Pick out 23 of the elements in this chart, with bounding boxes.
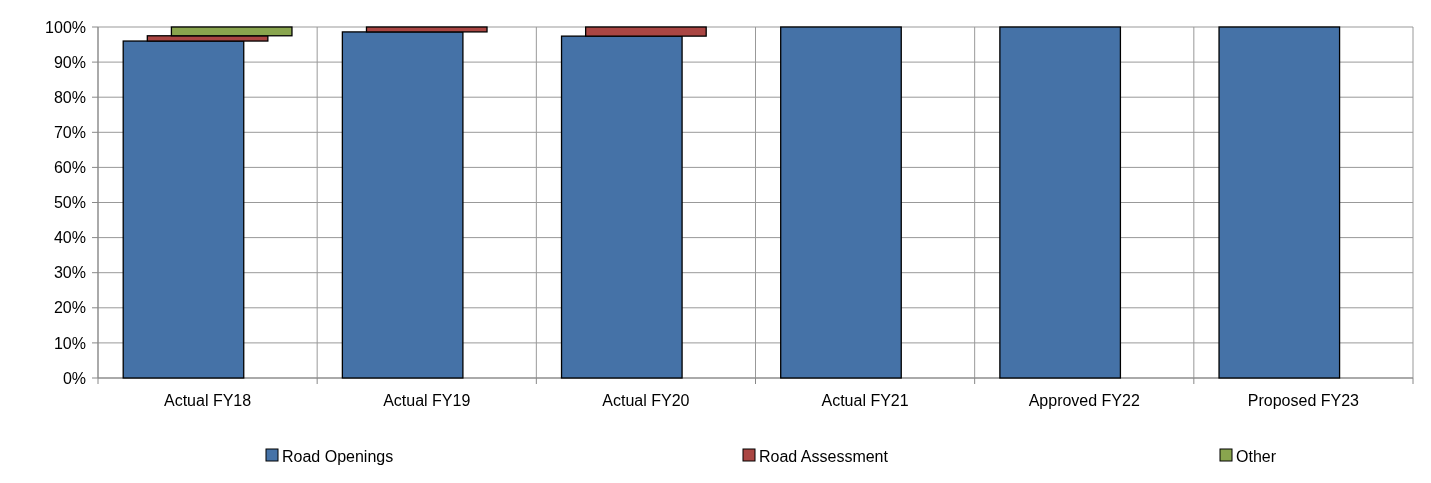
x-tick-label: Actual FY18 — [164, 392, 252, 409]
x-tick-label: Actual FY21 — [821, 392, 909, 409]
x-tick-label: Actual FY19 — [383, 392, 471, 409]
y-tick-label: 90% — [53, 53, 86, 71]
bar — [999, 26, 1122, 379]
y-tick-label: 20% — [53, 299, 86, 317]
bar — [780, 26, 902, 379]
y-tick-label: 60% — [53, 159, 86, 176]
y-tick-label: 70% — [53, 123, 86, 141]
y-tick-label: 80% — [53, 88, 86, 106]
y-tick-label: 40% — [53, 229, 86, 247]
y-tick-label: 50% — [53, 194, 86, 212]
y-tick-label: 0% — [62, 369, 86, 387]
x-tick-label: Approved FY22 — [1028, 392, 1140, 409]
bar — [1218, 26, 1341, 379]
x-tick-label: Proposed FY23 — [1247, 392, 1360, 409]
x-tick-label: Actual FY20 — [602, 392, 690, 409]
y-tick-label: 100% — [45, 18, 86, 36]
y-tick-label: 10% — [53, 334, 86, 352]
legend-label: Other — [1236, 447, 1277, 465]
legend-label: Road Openings — [282, 447, 394, 465]
y-tick-label: 30% — [53, 264, 86, 282]
legend-label: Road Assessment — [759, 447, 889, 465]
